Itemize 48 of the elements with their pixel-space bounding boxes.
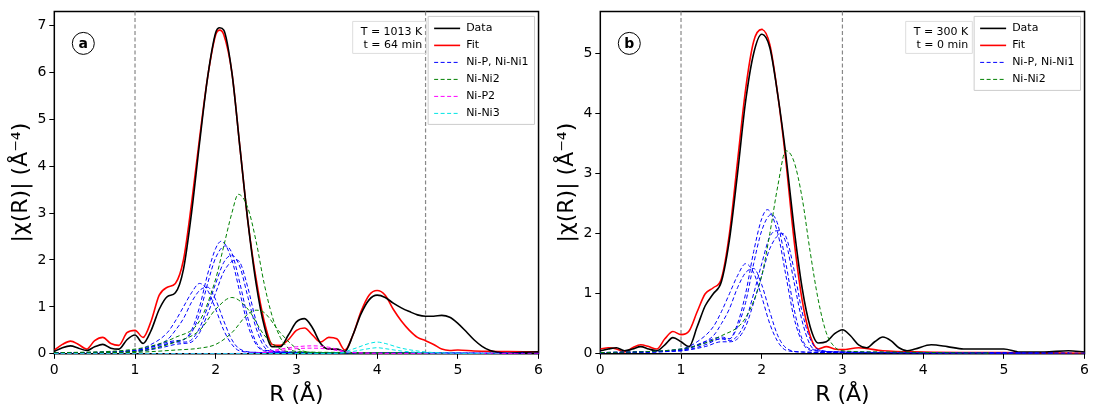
legend-label: Data	[1012, 21, 1039, 35]
y-tick-label: 2	[37, 250, 47, 267]
annotation: t = 64 min	[363, 38, 423, 52]
x-axis-title: R (Å)	[815, 379, 870, 406]
x-tick-label: 4	[372, 360, 382, 377]
x-axis-title: R (Å)	[269, 379, 324, 406]
annotation: t = 0 min	[916, 38, 969, 52]
x-tick-label: 1	[130, 360, 140, 377]
y-tick-label: 0	[583, 344, 593, 361]
y-tick-label: 4	[37, 156, 47, 173]
x-tick-label: 2	[757, 360, 767, 377]
x-tick-label: 3	[837, 360, 847, 377]
x-tick-label: 6	[1080, 360, 1090, 377]
legend-label: Ni-P, Ni-Ni1	[466, 55, 529, 69]
y-tick-label: 1	[37, 297, 47, 314]
x-tick-label: 1	[676, 360, 686, 377]
legend-label: Ni-Ni3	[466, 106, 500, 120]
legend-label: Ni-Ni2	[466, 72, 500, 86]
y-tick-label: 4	[583, 104, 593, 121]
x-tick-label: 3	[291, 360, 301, 377]
x-tick-label: 0	[49, 360, 59, 377]
x-tick-label: 4	[918, 360, 928, 377]
annotation: T = 1013 K	[359, 25, 424, 39]
y-tick-label: 5	[37, 109, 47, 126]
y-tick-label: 6	[37, 63, 47, 80]
y-tick-label: 3	[583, 164, 593, 181]
x-tick-label: 5	[453, 360, 463, 377]
legend-label: Fit	[466, 38, 480, 52]
legend-label: Ni-Ni2	[1012, 72, 1046, 86]
legend-label: Ni-P, Ni-Ni1	[1012, 55, 1075, 69]
annotation: b	[624, 35, 635, 52]
y-axis-title: |χ(R)| (Å⁻⁴)	[5, 122, 33, 243]
y-tick-label: 0	[37, 344, 47, 361]
annotation: T = 300 K	[912, 25, 970, 39]
y-tick-label: 1	[583, 284, 593, 301]
y-tick-label: 7	[37, 16, 47, 33]
x-tick-label: 5	[999, 360, 1009, 377]
legend-label: Data	[466, 21, 493, 35]
legend-label: Ni-P2	[466, 89, 496, 103]
legend-label: Fit	[1012, 38, 1026, 52]
y-tick-label: 5	[583, 44, 593, 61]
x-tick-label: 2	[211, 360, 221, 377]
y-tick-label: 3	[37, 203, 47, 220]
y-axis-title: |χ(R)| (Å⁻⁴)	[551, 122, 579, 243]
y-tick-label: 2	[583, 224, 593, 241]
x-tick-label: 6	[534, 360, 544, 377]
x-tick-label: 0	[595, 360, 605, 377]
annotation: a	[78, 35, 89, 52]
